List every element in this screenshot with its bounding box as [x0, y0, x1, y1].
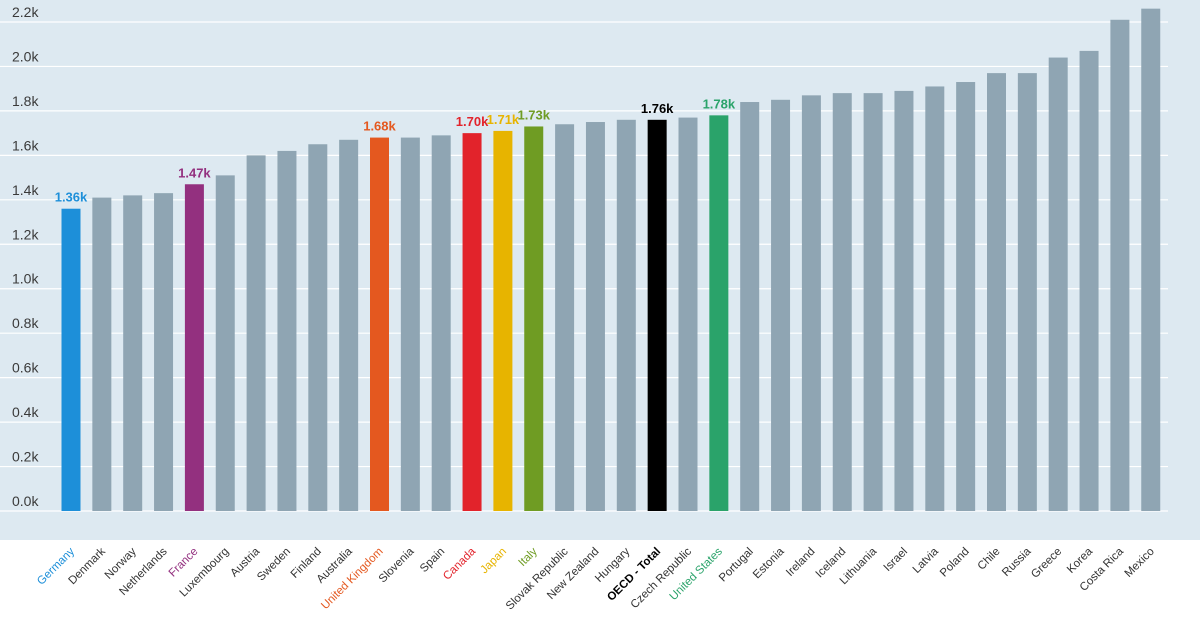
y-axis: 0.0k 0.2k 0.4k 0.6k 0.8k 1.0k 1.2k 1.4k 1.6k 1.8k… — [12, 4, 39, 509]
y-tick-label: 1.8k — [12, 93, 39, 109]
bar — [585, 122, 605, 512]
data-label: 1.76k — [641, 101, 674, 116]
bar — [400, 137, 420, 511]
x-tick-label: Chile — [976, 546, 1003, 573]
y-tick-label: 2.0k — [12, 48, 39, 64]
bar — [740, 102, 760, 512]
data-label: 1.36k — [55, 190, 88, 205]
x-tick-label: Ireland — [784, 546, 817, 579]
y-tick-label: 0.8k — [12, 315, 39, 331]
bar — [894, 90, 914, 512]
data-label: 1.47k — [178, 165, 211, 180]
bar — [493, 130, 513, 511]
x-axis: GermanyDenmarkNorwayNetherlandsFranceLux… — [35, 545, 1157, 612]
bar — [863, 93, 883, 511]
bar — [1017, 73, 1037, 512]
y-tick-label: 0.2k — [12, 449, 39, 465]
bar — [462, 133, 482, 511]
x-tick-label: Poland — [938, 546, 972, 580]
bar — [370, 137, 389, 511]
bar — [277, 150, 297, 512]
bar — [184, 184, 204, 511]
y-tick-label: 0.0k — [12, 493, 39, 509]
bar — [678, 117, 698, 511]
y-tick-label: 1.0k — [12, 271, 39, 287]
data-label: 1.71k — [487, 112, 520, 127]
bar — [308, 144, 328, 511]
bar — [1079, 50, 1099, 512]
data-label: 1.78k — [703, 96, 736, 111]
bar — [154, 193, 174, 511]
data-label: 1.70k — [456, 114, 489, 129]
x-tick-label: Israel — [882, 546, 910, 574]
bar — [647, 119, 667, 512]
bar — [925, 86, 945, 512]
bar — [1141, 8, 1161, 511]
data-label: 1.73k — [517, 107, 550, 122]
x-tick-label: Latvia — [911, 545, 942, 576]
x-tick-label: Italy — [516, 545, 540, 569]
bar — [956, 82, 976, 511]
bar — [215, 175, 235, 511]
x-tick-label: Sweden — [255, 546, 293, 584]
bar — [616, 119, 636, 512]
bar — [801, 95, 821, 511]
bar — [92, 197, 112, 511]
bar — [431, 135, 451, 512]
bar — [1110, 19, 1130, 512]
x-tick-label: Greece — [1029, 546, 1064, 581]
bar — [339, 139, 359, 512]
bar — [123, 195, 143, 511]
bar — [555, 124, 575, 511]
x-tick-label: Canada — [441, 545, 478, 582]
bar — [771, 99, 791, 512]
x-tick-label: Spain — [418, 546, 447, 575]
y-tick-label: 1.4k — [12, 182, 39, 198]
bar — [61, 208, 81, 511]
x-tick-label: Mexico — [1123, 546, 1157, 580]
bars — [61, 8, 1161, 512]
bar — [832, 93, 852, 511]
x-tick-label: Japan — [478, 546, 509, 577]
bar — [1048, 57, 1068, 512]
bar — [709, 115, 729, 511]
x-tick-label: Russia — [1000, 545, 1034, 579]
bar — [524, 126, 544, 511]
data-label: 1.68k — [363, 119, 396, 134]
bar — [246, 155, 266, 512]
x-tick-label: Estonia — [751, 545, 787, 581]
y-tick-label: 1.6k — [12, 137, 39, 153]
y-tick-label: 0.4k — [12, 404, 39, 420]
bar — [987, 73, 1006, 512]
x-tick-label: Slovenia — [377, 545, 417, 585]
y-tick-label: 0.6k — [12, 360, 39, 376]
y-tick-label: 1.2k — [12, 226, 39, 242]
y-tick-label: 2.2k — [12, 4, 39, 20]
x-tick-label: Portugal — [717, 546, 756, 585]
